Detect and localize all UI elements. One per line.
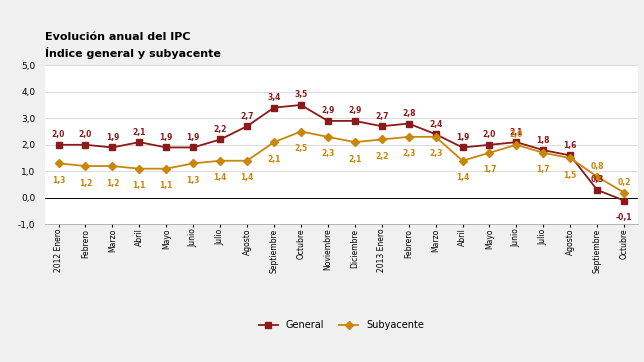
Subyacente: [109, 164, 117, 168]
Text: 1,9: 1,9: [456, 133, 469, 142]
General: [405, 121, 413, 126]
General: [189, 145, 197, 150]
Text: 2,3: 2,3: [321, 150, 334, 158]
Line: General: General: [56, 102, 627, 203]
General: [55, 143, 62, 147]
General: [486, 143, 493, 147]
Text: 1,9: 1,9: [106, 133, 119, 142]
Subyacente: [405, 135, 413, 139]
Subyacente: [216, 159, 224, 163]
Text: 2,1: 2,1: [348, 155, 361, 164]
Text: 3,4: 3,4: [267, 93, 281, 102]
Text: 2,0: 2,0: [483, 130, 496, 139]
Subyacente: [243, 159, 251, 163]
General: [566, 153, 574, 157]
Subyacente: [297, 129, 305, 134]
Text: 1,2: 1,2: [106, 178, 119, 188]
Text: 2,3: 2,3: [402, 150, 415, 158]
General: [109, 145, 117, 150]
General: [540, 148, 547, 152]
Subyacente: [324, 135, 332, 139]
Subyacente: [55, 161, 62, 165]
Subyacente: [82, 164, 90, 168]
Subyacente: [540, 151, 547, 155]
General: [431, 132, 439, 136]
Subyacente: [351, 140, 359, 144]
Text: 2,1: 2,1: [133, 127, 146, 136]
Text: 2,0: 2,0: [509, 130, 523, 139]
Text: 2,8: 2,8: [402, 109, 415, 118]
General: [216, 137, 224, 142]
Subyacente: [566, 156, 574, 160]
Text: 1,3: 1,3: [187, 176, 200, 185]
Text: 1,5: 1,5: [564, 171, 577, 180]
General: [620, 198, 628, 203]
General: [162, 145, 170, 150]
Text: 0,8: 0,8: [591, 162, 604, 171]
Text: 2,2: 2,2: [375, 152, 388, 161]
Text: 1,7: 1,7: [536, 165, 550, 174]
Subyacente: [459, 159, 466, 163]
Text: 2,9: 2,9: [348, 106, 361, 115]
Text: 1,7: 1,7: [483, 165, 496, 174]
Subyacente: [378, 137, 386, 142]
Text: 1,9: 1,9: [187, 133, 200, 142]
Text: 2,7: 2,7: [240, 111, 254, 121]
General: [378, 124, 386, 129]
Text: 1,9: 1,9: [160, 133, 173, 142]
Text: 1,1: 1,1: [160, 181, 173, 190]
Text: 2,1: 2,1: [267, 155, 281, 164]
General: [593, 188, 601, 192]
Text: 1,3: 1,3: [52, 176, 65, 185]
Text: 2,7: 2,7: [375, 111, 388, 121]
Line: Subyacente: Subyacente: [56, 129, 627, 195]
Text: Evolución anual del IPC
Índice general y subyacente: Evolución anual del IPC Índice general y…: [45, 32, 221, 59]
Text: 2,0: 2,0: [52, 130, 65, 139]
Text: 2,1: 2,1: [509, 127, 523, 136]
General: [459, 145, 466, 150]
General: [270, 105, 278, 110]
Text: 2,9: 2,9: [321, 106, 334, 115]
Text: 1,6: 1,6: [564, 141, 577, 150]
Text: 3,5: 3,5: [294, 90, 308, 100]
General: [82, 143, 90, 147]
General: [297, 103, 305, 107]
Subyacente: [486, 151, 493, 155]
Subyacente: [135, 167, 143, 171]
Subyacente: [620, 190, 628, 195]
Text: 2,4: 2,4: [429, 119, 442, 129]
Text: 2,0: 2,0: [79, 130, 92, 139]
Text: 0,2: 0,2: [618, 178, 630, 187]
Text: 1,8: 1,8: [536, 135, 550, 144]
Text: 0,3: 0,3: [591, 175, 604, 184]
General: [513, 140, 520, 144]
General: [324, 119, 332, 123]
Subyacente: [513, 143, 520, 147]
Subyacente: [593, 174, 601, 179]
Text: 1,4: 1,4: [240, 173, 254, 182]
Subyacente: [270, 140, 278, 144]
Text: 2,2: 2,2: [213, 125, 227, 134]
Text: 1,1: 1,1: [133, 181, 146, 190]
Subyacente: [189, 161, 197, 165]
Legend: General, Subyacente: General, Subyacente: [255, 316, 428, 334]
Text: 1,4: 1,4: [456, 173, 469, 182]
Text: 1,4: 1,4: [213, 173, 227, 182]
Text: 1,2: 1,2: [79, 178, 92, 188]
Text: 2,5: 2,5: [294, 144, 308, 153]
General: [135, 140, 143, 144]
General: [351, 119, 359, 123]
General: [243, 124, 251, 129]
Subyacente: [431, 135, 439, 139]
Subyacente: [162, 167, 170, 171]
Text: 2,3: 2,3: [429, 150, 442, 158]
Text: -0,1: -0,1: [616, 213, 632, 222]
